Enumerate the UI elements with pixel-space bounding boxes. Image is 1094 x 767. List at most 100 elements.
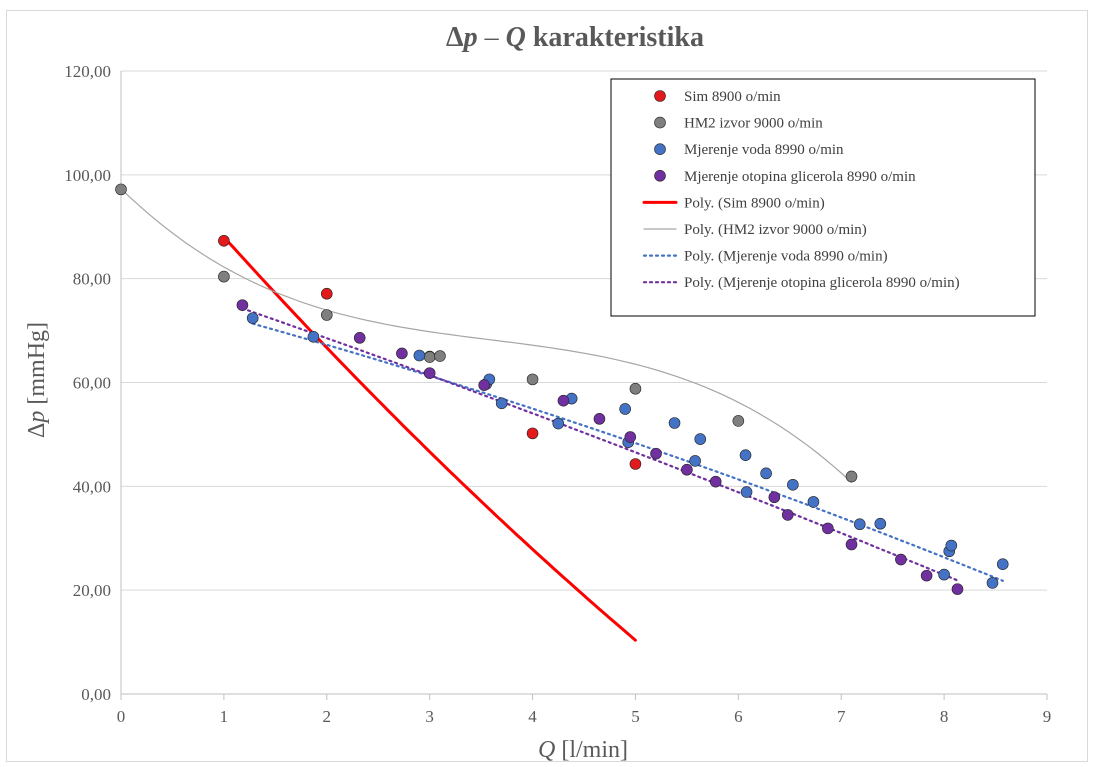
series-3-point [307,331,320,343]
legend: Sim 8900 o/min HM2 izvor 9000 o/min Mjeren… [610,78,1036,317]
series-4-point [353,332,366,344]
series-3-point [495,397,508,410]
series-2-point [218,270,230,283]
x-tick-label: 2 [323,707,332,726]
title-var-p: p [462,22,478,53]
x-tick-label: 8 [940,707,949,726]
legend-label-series-2: HM2 izvor 9000 o/min [684,116,823,132]
series-3-point [413,349,426,362]
series-4-point [650,447,662,460]
series-4-point [709,475,722,488]
legend-marker-series-4 [654,170,666,182]
x-tick-label: 3 [425,707,434,726]
legend-marker-series-1 [654,90,666,102]
legend-label-series-1: Sim 8900 o/min [684,89,781,105]
trendline-2 [120,188,853,483]
series-3-point [668,417,681,429]
data-points [115,183,1009,595]
chart-title: Δp – Q karakteristika [446,22,704,53]
x-axis-title: Q [l/min] [538,737,628,763]
series-2-point [732,415,745,427]
series-3-point [694,433,707,445]
title-rest: karakteristika [526,22,704,53]
y-tick-label: 40,00 [73,477,111,496]
trendline-1 [222,235,637,642]
series-4-point [396,347,408,360]
series-4-point [768,491,781,504]
series-3-point [787,478,799,491]
series-3-point [760,467,772,480]
legend-label-trend-4: Poly. (Mjerenje otopina glicerola 8990 o… [684,275,960,291]
series-2-point [526,373,539,386]
series-3-point [246,312,259,324]
series-3-point [552,417,565,430]
y-axis-unit: [mmHg] [24,322,50,411]
series-2-point [423,351,436,363]
series-3-point [945,539,958,552]
series-4-point [822,522,834,535]
x-axis-var: Q [538,737,555,763]
series-3-point [996,558,1009,571]
series-2-point [115,183,127,196]
series-3-point [689,455,701,467]
series-4-point [895,553,907,566]
series-4-point [920,569,933,582]
y-tick-label: 100,00 [64,166,111,185]
series-4-point [236,299,249,311]
series-2-point [434,350,446,362]
x-tick-label: 1 [220,707,229,726]
series-4-point [557,394,570,407]
legend-label-series-4: Mjerenje otopina glicerola 8990 o/min [684,169,916,185]
x-tick-labels: 0 1 2 3 4 5 6 7 8 9 [117,707,1052,726]
series-2-point [320,309,333,321]
gridlines [121,70,1047,591]
x-tick-label: 0 [117,707,126,726]
legend-label-trend-3: Poly. (Mjerenje voda 8990 o/min) [684,249,888,265]
series-4-point [951,583,964,595]
series-4-point [781,509,794,521]
y-tick-label: 0,00 [81,685,111,704]
title-var-q: Q [506,22,526,53]
legend-label-series-3: Mjerenje voda 8990 o/min [684,142,844,158]
y-axis-var: p [24,411,50,425]
legend-label-trend-1: Poly. (Sim 8900 o/min) [684,195,825,211]
x-tick-label: 4 [528,707,537,726]
series-4-point [845,538,858,551]
series-1-point [629,458,642,470]
title-dash: – [478,22,506,53]
x-tick-label: 9 [1043,707,1052,726]
series-1-point [320,287,333,300]
legend-items: Sim 8900 o/min HM2 izvor 9000 o/min Mjeren… [642,89,960,291]
series-1-point [526,427,539,440]
legend-marker-series-2 [654,116,666,129]
series-3-point [619,403,631,415]
y-tick-label: 20,00 [73,581,111,600]
series-2-point [629,382,642,395]
y-tick-label: 120,00 [64,62,111,81]
series-1-point [218,234,230,247]
title-delta-symbol: Δ [446,22,464,53]
series-3-point [740,486,753,498]
series-4-point [478,379,490,391]
series-3-point [853,518,866,531]
series-3-point [986,577,999,589]
series-3-point [874,517,887,530]
x-tick-label: 5 [631,707,640,726]
x-axis-unit: [l/min] [555,737,628,763]
legend-marker-series-3 [654,143,666,155]
y-tick-labels: 0,00 20,00 40,00 60,00 80,00 100,00 120,00 [64,62,111,704]
series-4-point [423,367,436,379]
series-4-point [593,413,606,425]
axes [120,71,1048,700]
series-3-point [938,568,950,581]
legend-box [610,78,1036,317]
y-tick-label: 80,00 [73,270,111,289]
legend-label-trend-2: Poly. (HM2 izvor 9000 o/min) [684,222,867,238]
y-tick-label: 60,00 [73,374,111,393]
trendline-4 [241,307,959,582]
series-4-point [624,431,637,443]
y-axis-delta-symbol: Δ [24,423,50,438]
x-tick-label: 6 [734,707,743,726]
series-3-point [739,449,752,461]
series-3-point [807,496,820,508]
